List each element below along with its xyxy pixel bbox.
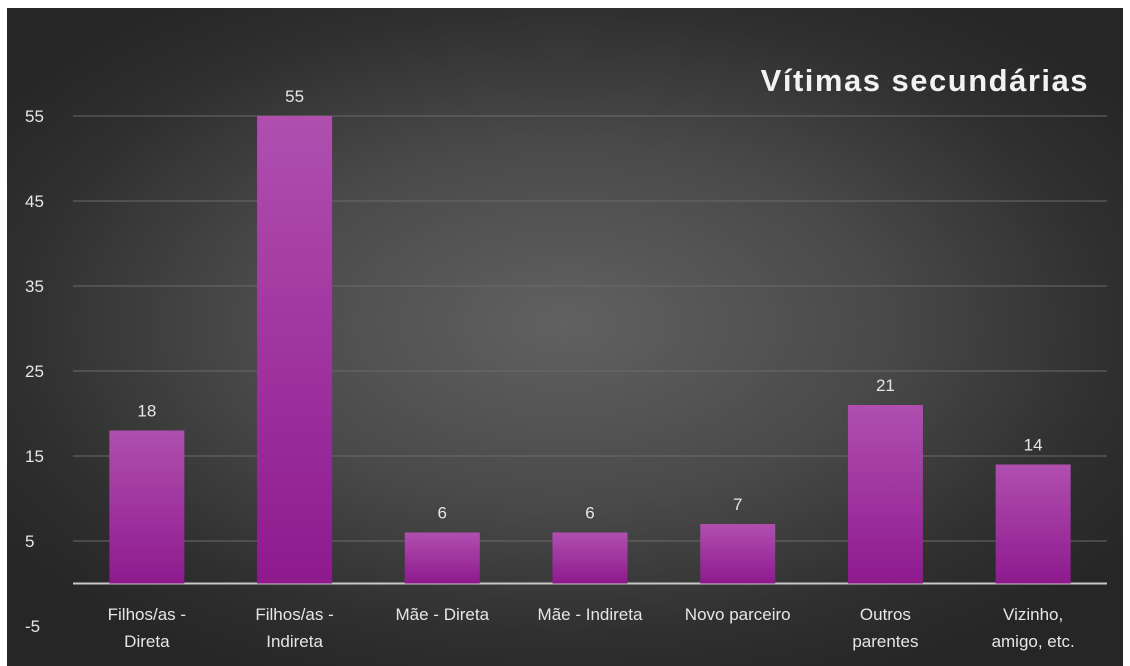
bar xyxy=(109,430,185,584)
bar xyxy=(257,116,333,584)
y-tick-label: 5 xyxy=(25,532,34,551)
y-tick-label: 15 xyxy=(25,447,44,466)
y-tick-label: 35 xyxy=(25,277,44,296)
bar xyxy=(847,405,923,584)
y-axis-ticks: -5 5 15 25 35 45 55 xyxy=(25,107,44,636)
category-label: Mãe - Direta xyxy=(396,605,490,624)
y-tick-label: -5 xyxy=(25,617,40,636)
data-label: 18 xyxy=(137,402,156,421)
data-label: 55 xyxy=(285,87,304,106)
chart-title: Vítimas secundárias xyxy=(761,63,1089,98)
data-label: 14 xyxy=(1024,436,1043,455)
data-label: 21 xyxy=(876,376,895,395)
y-tick-label: 55 xyxy=(25,107,44,126)
x-axis-categories: Filhos/as -Direta Filhos/as -Indireta Mãe … xyxy=(108,605,1075,651)
y-tick-label: 45 xyxy=(25,192,44,211)
data-label: 6 xyxy=(585,504,594,523)
category-label: Outros parentes xyxy=(852,605,918,651)
category-label: Filhos/as -Direta xyxy=(108,605,186,651)
bar xyxy=(404,532,480,584)
chart-area: -5 5 15 25 35 45 55 Filhos/as -Direta Filhos/as… xyxy=(7,8,1123,666)
y-tick-label: 25 xyxy=(25,362,44,381)
bars xyxy=(109,116,1071,584)
bar xyxy=(995,464,1071,584)
bar xyxy=(700,524,776,584)
bar xyxy=(552,532,628,584)
category-label: Novo parceiro xyxy=(685,605,791,624)
data-label: 7 xyxy=(733,495,742,514)
category-label: Mãe - Indireta xyxy=(538,605,643,624)
category-label: Filhos/as -Indireta xyxy=(255,605,333,651)
category-label: Vizinho, amigo, etc. xyxy=(992,605,1075,651)
data-labels: 18 55 6 6 7 21 14 xyxy=(137,87,1042,523)
data-label: 6 xyxy=(438,504,447,523)
